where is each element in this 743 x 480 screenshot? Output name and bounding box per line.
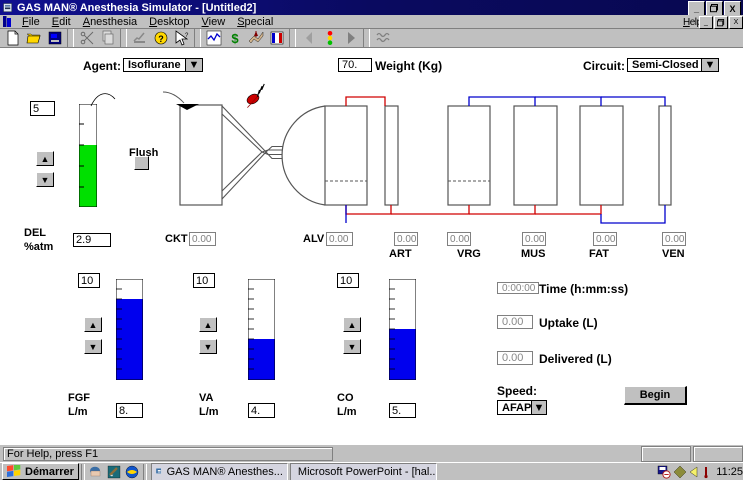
svg-text:?: ? [158,34,164,44]
svg-text:?: ? [185,33,189,39]
svg-text:$: $ [231,31,239,46]
